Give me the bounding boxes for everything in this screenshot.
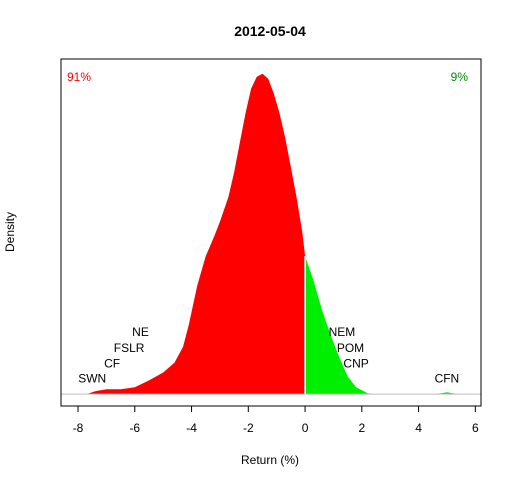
x-tick-label: -4 [186,421,197,435]
x-tick-label: -2 [243,421,254,435]
stock-label-nem: NEM [329,325,356,339]
positive-share-label: 9% [451,70,469,84]
stock-label-fslr: FSLR [114,341,145,355]
x-axis: -8 -6 -4 -2 0 2 4 6 [73,406,479,435]
x-axis-label: Return (%) [241,453,299,467]
stock-label-swn: SWN [78,371,106,385]
x-tick-label: 0 [302,421,309,435]
x-tick-label: 4 [415,421,422,435]
stock-label-cfn: CFN [435,371,460,385]
negative-share-label: 91% [67,70,91,84]
positive-density-area [305,256,476,395]
negative-density-area [86,73,306,395]
y-axis-label: Density [3,212,17,252]
x-tick-label: 2 [358,421,365,435]
x-tick-label: -8 [73,421,84,435]
stock-label-cnp: CNP [343,357,368,371]
stock-label-pom: POM [337,341,364,355]
stock-label-cf: CF [104,357,120,371]
stock-label-ne: NE [132,325,149,339]
x-tick-label: 6 [472,421,479,435]
plot-frame [60,58,482,407]
x-tick-label: -6 [129,421,140,435]
chart-title: 2012-05-04 [234,23,306,39]
